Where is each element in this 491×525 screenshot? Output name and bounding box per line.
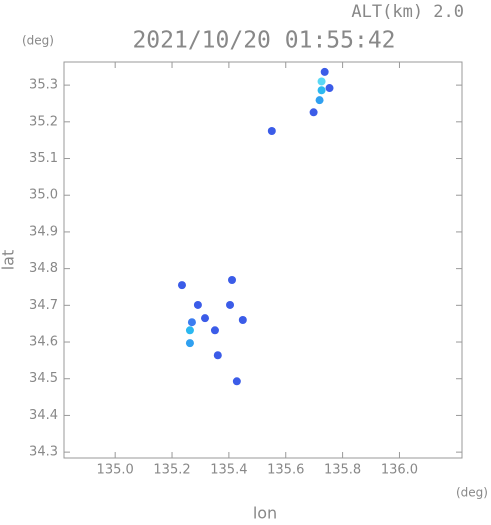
y-tick-label: 34.7 (29, 298, 58, 313)
echo-point (193, 300, 202, 309)
echo-point (228, 276, 237, 285)
echo-point (213, 351, 222, 360)
x-tick-label: 136.0 (381, 463, 418, 478)
echo-point (187, 318, 196, 327)
y-tick-label: 34.3 (29, 445, 58, 460)
plot-frame (63, 61, 463, 459)
echo-point (317, 86, 326, 95)
echo-point (210, 326, 219, 335)
echo-point (185, 339, 194, 348)
x-unit: (deg) (456, 486, 488, 500)
x-axis-label: lon (253, 504, 277, 522)
echo-point (267, 126, 276, 135)
echo-point (226, 300, 235, 309)
echo-point (232, 377, 241, 386)
x-tick-label: 135.4 (210, 463, 247, 478)
chart-title: 2021/10/20 01:55:42 (132, 28, 395, 54)
y-tick-label: 34.5 (29, 371, 58, 386)
echo-point (315, 96, 324, 105)
y-axis-label: lat (0, 250, 18, 271)
y-tick-label: 35.2 (29, 114, 58, 129)
echo-point (238, 316, 247, 325)
x-tick-label: 135.8 (324, 463, 361, 478)
x-tick-label: 135.6 (267, 463, 304, 478)
echo-point (325, 84, 334, 93)
echo-point (317, 77, 326, 86)
y-tick-label: 35.0 (29, 188, 58, 203)
x-tick-label: 135.0 (97, 463, 134, 478)
y-tick-label: 34.8 (29, 261, 58, 276)
y-unit: (deg) (22, 34, 54, 48)
y-tick-label: 34.4 (29, 408, 58, 423)
y-tick-label: 35.3 (29, 78, 58, 93)
echo-point (185, 326, 194, 335)
y-tick-label: 34.6 (29, 335, 58, 350)
echo-point (309, 108, 318, 117)
echo-point (320, 67, 329, 76)
y-tick-label: 35.1 (29, 151, 58, 166)
subtitle: ALT(km) 2.0 (351, 2, 464, 22)
echo-point (177, 281, 186, 290)
y-tick-label: 34.9 (29, 224, 58, 239)
echo-point (201, 314, 210, 323)
x-tick-label: 135.2 (153, 463, 190, 478)
